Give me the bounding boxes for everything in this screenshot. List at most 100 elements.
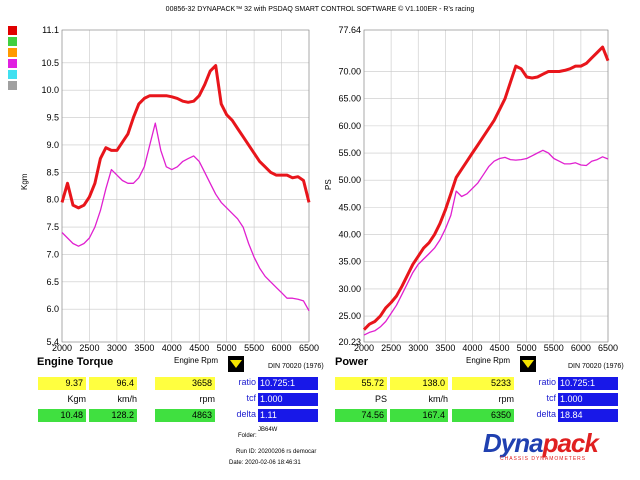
dynapack-logo: Dynapack [483, 428, 599, 459]
x-tick-label: 2000 [52, 343, 72, 353]
power-cursor-value: 55.72 [335, 377, 387, 390]
y-tick-label: 55.00 [338, 148, 361, 158]
y-tick-label: 65.00 [338, 94, 361, 104]
run-swatch-5[interactable] [8, 70, 17, 79]
power-din-standard: DIN 70020 (1976) [568, 363, 624, 370]
x-tick-label: 5500 [544, 343, 564, 353]
run-swatch-1[interactable] [8, 26, 17, 35]
y-tick-label: 9.0 [46, 140, 59, 150]
torque-cursor-speed: 96.4 [89, 377, 137, 390]
y-tick-label: 25.00 [338, 311, 361, 321]
power-peak-speed: 167.4 [390, 409, 448, 422]
x-tick-label: 2000 [354, 343, 374, 353]
series-line-2 [363, 149, 609, 336]
run-swatch-3[interactable] [8, 48, 17, 57]
rpm-unit-label: rpm [199, 394, 216, 404]
torque-cursor-value: 9.37 [38, 377, 86, 390]
y-tick-label: 8.0 [46, 195, 59, 205]
y-tick-label: 45.00 [338, 202, 361, 212]
y-tick-label: 9.5 [46, 113, 59, 123]
delta-field: 18.84 [558, 409, 618, 422]
power-peak-value: 74.56 [335, 409, 387, 422]
x-tick-label: 3000 [107, 343, 127, 353]
tcf-field[interactable]: 1.000 [258, 393, 318, 406]
logo-text-a: Dyna [483, 428, 544, 458]
run-swatch-6[interactable] [8, 81, 17, 90]
power-ylabel: PS [324, 179, 333, 190]
y-tick-label: 7.5 [46, 222, 59, 232]
x-tick-label: 4500 [490, 343, 510, 353]
y-tick-label: 30.00 [338, 284, 361, 294]
power-xaxis-dropdown[interactable] [520, 356, 536, 372]
torque-peak-speed: 128.2 [89, 409, 137, 422]
y-tick-label: 8.5 [46, 167, 59, 177]
tcf-field[interactable]: 1.000 [558, 393, 618, 406]
ratio-label: ratio [538, 377, 556, 387]
power-cursor-speed: 138.0 [390, 377, 448, 390]
torque-peak-rpm: 4863 [155, 409, 215, 422]
folder-label: Folder: [238, 433, 257, 439]
x-tick-label: 6500 [299, 343, 319, 353]
x-tick-label: 6000 [272, 343, 292, 353]
x-tick-label: 5000 [217, 343, 237, 353]
window-title: 00856-32 DYNAPACK™ 32 with PSDAQ SMART C… [165, 6, 475, 13]
x-tick-label: 3000 [408, 343, 428, 353]
x-tick-label: 4500 [189, 343, 209, 353]
torque-ylabel: Kgm [20, 173, 29, 190]
delta-field: 1.11 [258, 409, 318, 422]
x-tick-label: 6500 [598, 343, 618, 353]
x-tick-label: 2500 [381, 343, 401, 353]
speed-unit-label: km/h [428, 394, 448, 404]
y-tick-label: 60.00 [338, 121, 361, 131]
power-cursor-rpm: 5233 [452, 377, 514, 390]
plot-frame [61, 29, 310, 343]
rpm-unit-label: rpm [498, 394, 515, 404]
run-color-swatches [8, 26, 17, 92]
speed-unit-label: km/h [117, 394, 137, 404]
logo-text-b: pack [542, 428, 599, 458]
ratio-field[interactable]: 10.725:1 [258, 377, 318, 390]
delta-label: delta [236, 409, 256, 419]
y-tick-label: 40.00 [338, 230, 361, 240]
y-tick-label: 6.0 [46, 304, 59, 314]
torque-title: Engine Torque [37, 356, 114, 368]
y-tick-label: 77.64 [338, 25, 361, 35]
y-tick-label: 20.23 [338, 337, 361, 347]
x-tick-label: 5500 [244, 343, 264, 353]
series-line-1 [362, 45, 610, 331]
x-tick-label: 3500 [435, 343, 455, 353]
torque-xlabel: Engine Rpm [174, 356, 219, 365]
plot-frame [363, 29, 609, 343]
y-tick-label: 7.0 [46, 249, 59, 259]
ratio-field[interactable]: 10.725:1 [558, 377, 618, 390]
logo-tagline: CHASSIS DYNAMOMETERS [500, 456, 587, 462]
x-tick-label: 5000 [517, 343, 537, 353]
y-tick-label: 50.00 [338, 175, 361, 185]
folder-value: JB64W [258, 427, 278, 433]
torque-din-standard: DIN 70020 (1976) [268, 363, 324, 370]
series-line-1 [60, 64, 311, 210]
x-tick-label: 4000 [462, 343, 482, 353]
run-swatch-4[interactable] [8, 59, 17, 68]
x-tick-label: 2500 [79, 343, 99, 353]
torque-xaxis-dropdown[interactable] [228, 356, 244, 372]
ratio-label: ratio [238, 377, 256, 387]
x-tick-label: 4000 [162, 343, 182, 353]
tcf-label: tcf [246, 393, 256, 403]
y-tick-label: 6.5 [46, 277, 59, 287]
power-peak-rpm: 6350 [452, 409, 514, 422]
y-tick-label: 11.1 [42, 25, 59, 35]
y-tick-label: 10.5 [41, 58, 59, 68]
dropdown-arrow-icon [522, 360, 534, 368]
x-tick-label: 3500 [134, 343, 154, 353]
tcf-label: tcf [546, 393, 556, 403]
y-tick-label: 70.00 [338, 67, 361, 77]
y-tick-label: 35.00 [338, 257, 361, 267]
power-xlabel: Engine Rpm [466, 356, 511, 365]
run-date: Date: 2020-02-06 18:46:31 [229, 460, 301, 466]
y-tick-label: 10.0 [41, 85, 59, 95]
run-swatch-2[interactable] [8, 37, 17, 46]
torque-unit-label: Kgm [67, 394, 86, 404]
